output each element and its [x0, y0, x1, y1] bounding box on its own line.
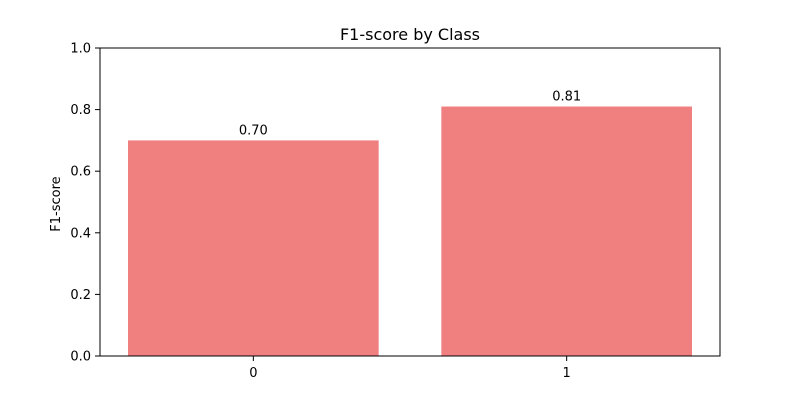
- value-labels-layer: 0.70 0.81: [239, 90, 581, 139]
- chart-title: F1-score by Class: [340, 25, 480, 44]
- y-tick-label: 0.8: [70, 103, 91, 118]
- x-tick-label: 1: [563, 366, 571, 381]
- bar-class-0: [128, 140, 379, 356]
- plot-area-frame: [99, 47, 721, 357]
- y-tick-label: 0.4: [70, 226, 91, 241]
- y-tick-label: 0.6: [70, 165, 91, 180]
- y-tick-label: 1.0: [70, 42, 91, 57]
- y-tick-label: 0.0: [70, 350, 91, 365]
- y-axis-label: F1-score: [49, 176, 64, 231]
- y-axis: 0.0 0.2 0.4 0.6 0.8 1.0: [70, 42, 100, 365]
- bars-layer: [128, 106, 692, 357]
- bar-value-label: 0.70: [239, 123, 268, 138]
- x-tick-label: 0: [249, 366, 257, 381]
- bar-value-label: 0.81: [552, 90, 581, 105]
- bar-class-1: [441, 106, 692, 357]
- y-tick-label: 0.2: [70, 288, 91, 303]
